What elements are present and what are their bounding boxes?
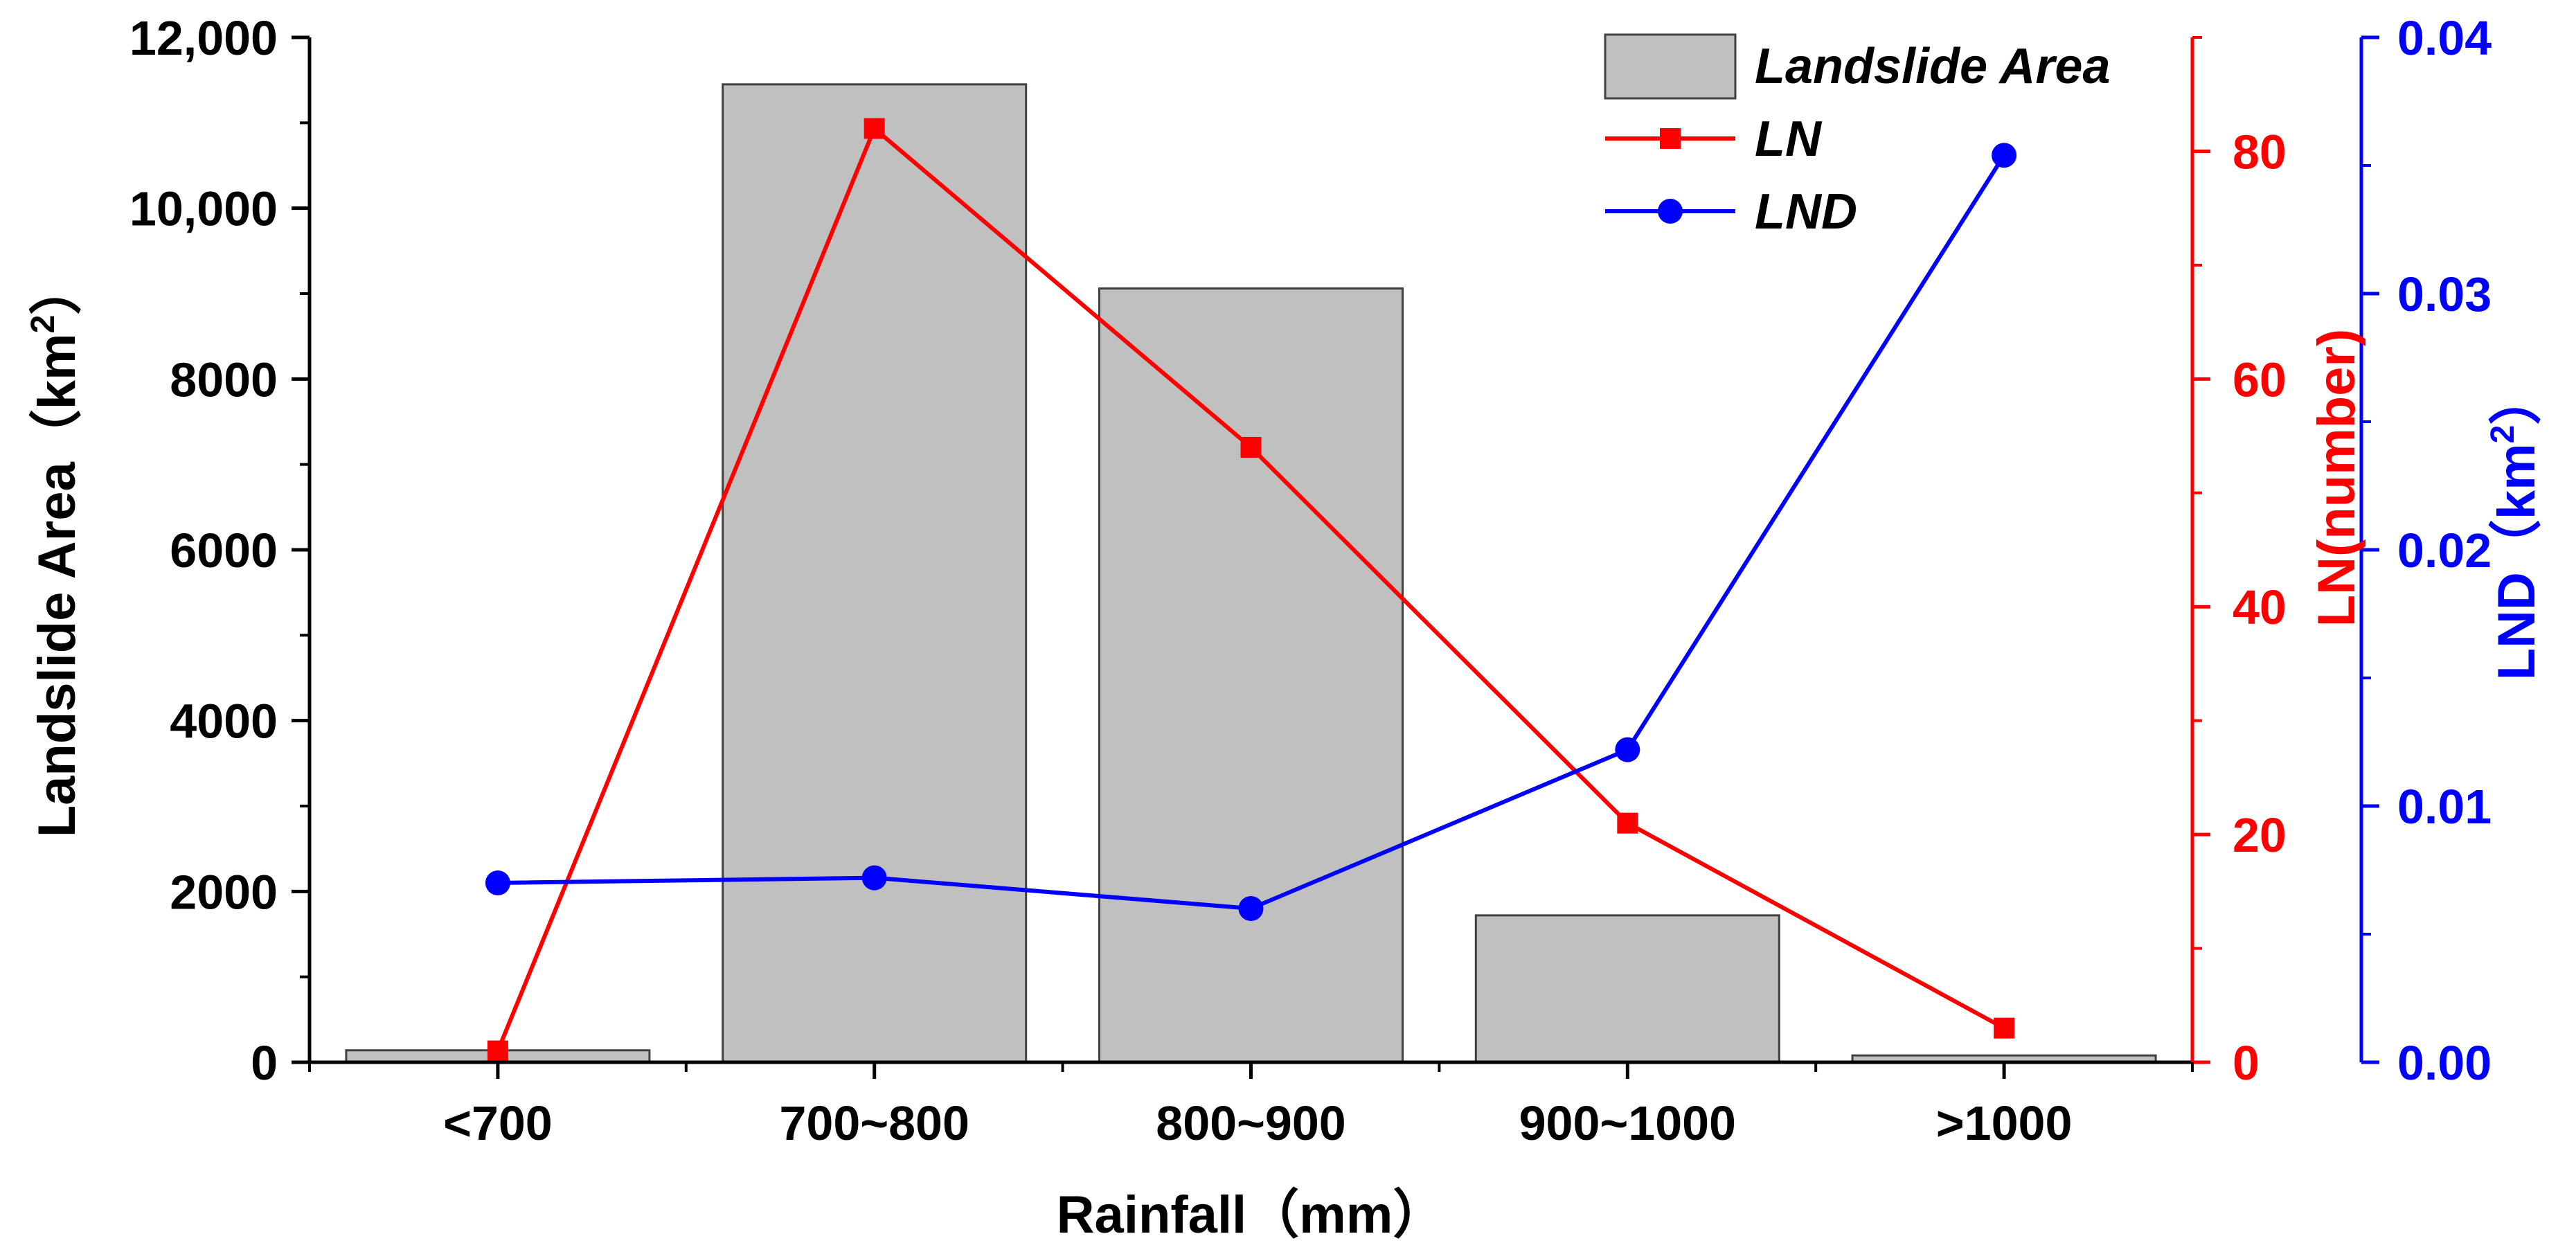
- left-tick-label-0: 0: [251, 1036, 278, 1090]
- legend-label-0: Landslide Area: [1755, 39, 2111, 94]
- x-axis-title: Rainfall（mm）: [1057, 1186, 1446, 1244]
- legend-swatch-lnd-marker: [1658, 199, 1683, 224]
- lnd-point-2: [1238, 896, 1264, 921]
- ln-tick-label-3: 60: [2233, 352, 2287, 406]
- left-axis-title-suffix: ）: [28, 262, 87, 315]
- x-tick-label-3: 900~1000: [1519, 1096, 1736, 1150]
- lnd-axis-title-sup: 2: [2485, 425, 2521, 444]
- ln-tick-label-1: 20: [2233, 808, 2287, 862]
- ln-tick-label-2: 40: [2233, 580, 2287, 634]
- ln-tick-label-4: 80: [2233, 125, 2287, 179]
- left-tick-label-6: 12,000: [129, 11, 278, 65]
- lnd-point-1: [861, 865, 887, 891]
- lnd-tick-label-4: 0.04: [2397, 11, 2492, 65]
- axes: 0 2000 4000 6000 8000 10,000 12,000 0 20 40 60 80 0.…: [25, 11, 2546, 1244]
- ln-point-2: [1240, 437, 1262, 458]
- bar-2: [1098, 287, 1404, 1064]
- left-tick-label-2: 4000: [170, 695, 278, 749]
- ln-point-0: [487, 1040, 508, 1062]
- x-tick-label-2: 800~900: [1156, 1096, 1345, 1150]
- lnd-point-0: [485, 870, 510, 895]
- left-axis-title-prefix: Landslide Area（km: [28, 333, 87, 837]
- lnd-tick-label-0: 0.00: [2397, 1036, 2492, 1090]
- legend-label-1: LN: [1755, 111, 1823, 167]
- lnd-point-3: [1615, 737, 1640, 762]
- left-axis-title-sup: 2: [25, 315, 62, 334]
- left-axis-title: Landslide Area（km2）: [25, 262, 87, 838]
- ln-axis-title: LN(number): [2307, 329, 2366, 627]
- bar-series: [345, 83, 2157, 1064]
- lnd-tick-label-1: 0.01: [2397, 780, 2492, 834]
- lnd-tick-label-3: 0.03: [2397, 267, 2492, 321]
- left-tick-label-3: 6000: [170, 524, 278, 578]
- legend-swatch-ln-marker: [1660, 128, 1681, 149]
- left-tick-label-4: 8000: [170, 352, 278, 406]
- lnd-axis-title-suffix: ）: [2487, 373, 2546, 425]
- ln-point-4: [1994, 1017, 2015, 1039]
- bar-3: [1474, 914, 1780, 1064]
- left-tick-label-5: 10,000: [129, 182, 278, 236]
- x-tick-label-1: 700~800: [779, 1096, 969, 1150]
- legend: Landslide Area LN LND: [1604, 33, 2111, 240]
- ln-point-1: [864, 118, 885, 139]
- legend-swatch-landslide-area: [1604, 33, 1737, 100]
- line-series: [485, 118, 2017, 1062]
- ln-point-3: [1617, 812, 1638, 834]
- lnd-axis-title: LND（km2）: [2485, 373, 2546, 681]
- left-tick-label-1: 2000: [170, 865, 278, 919]
- ln-tick-label-0: 0: [2233, 1036, 2260, 1090]
- bar-1: [722, 83, 1028, 1064]
- legend-label-2: LND: [1755, 184, 1857, 240]
- x-tick-label-0: <700: [443, 1096, 553, 1150]
- x-tick-label-4: >1000: [1936, 1096, 2073, 1150]
- lnd-point-4: [1992, 143, 2017, 168]
- lnd-tick-label-2: 0.02: [2397, 524, 2492, 578]
- lnd-axis-title-prefix: LND（km: [2487, 443, 2546, 680]
